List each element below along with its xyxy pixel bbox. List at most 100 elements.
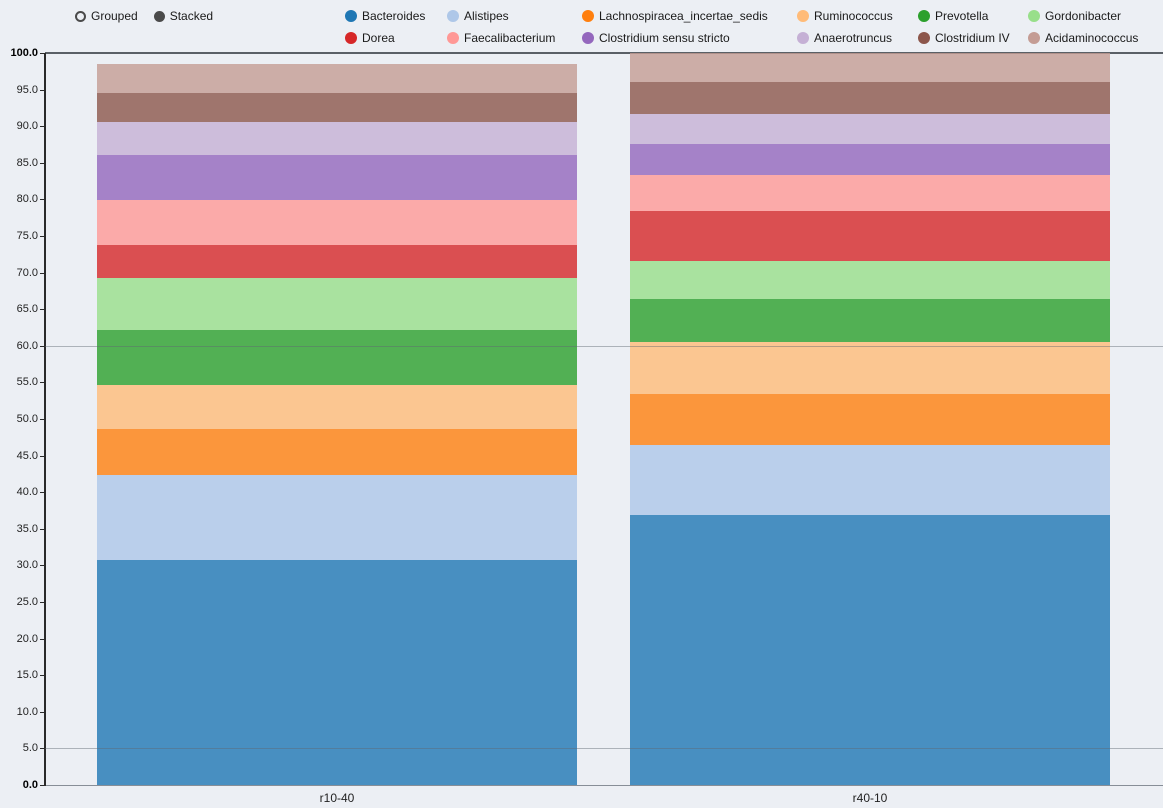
- bar-segment-ruminococcus-r40-10[interactable]: [630, 342, 1110, 395]
- bar-segment-alistipes-r10-40[interactable]: [97, 475, 577, 561]
- bar-mode-controls: Grouped Stacked: [75, 5, 345, 27]
- legend-item-acidaminococcus[interactable]: Acidaminococcus: [1028, 27, 1158, 49]
- legend-item-ruminococcus[interactable]: Ruminococcus: [797, 5, 918, 27]
- x-axis-category-label: r10-40: [319, 791, 355, 805]
- y-axis-tick-label: 50.0: [16, 413, 38, 425]
- legend-label: Dorea: [362, 31, 395, 45]
- y-axis-tick: [40, 199, 45, 201]
- y-axis-tick-label: 90.0: [16, 120, 38, 133]
- legend-label: Prevotella: [935, 9, 989, 23]
- y-axis-tick-label: 45.0: [16, 449, 38, 462]
- bar-segment-anaerotruncus-r40-10[interactable]: [630, 113, 1110, 144]
- bar-segment-ruminococcus-r10-40[interactable]: [97, 384, 577, 430]
- x-axis-category-label: r40-10: [852, 791, 888, 805]
- y-axis-tick: [40, 492, 45, 494]
- y-axis-tick: [40, 528, 45, 530]
- legend-item-faecalibacterium[interactable]: Faecalibacterium: [447, 27, 582, 49]
- legend-item-alistipes[interactable]: Alistipes: [447, 5, 582, 27]
- bar-segment-dorea-r10-40[interactable]: [97, 244, 577, 278]
- gridline-60: [45, 345, 1163, 347]
- legend-item-anaerotruncus[interactable]: Anaerotruncus: [797, 27, 918, 49]
- y-axis-tick-label: 35.0: [16, 522, 38, 535]
- y-axis-tick-label: 60.0: [16, 339, 38, 352]
- stacked-radio[interactable]: Stacked: [153, 9, 213, 23]
- bar-segment-alistipes-r40-10[interactable]: [630, 445, 1110, 515]
- y-axis-tick-label: 5.0: [22, 742, 38, 755]
- y-axis-tick: [40, 236, 45, 237]
- legend-label: Gordonibacter: [1045, 9, 1122, 23]
- y-axis-tick: [40, 89, 45, 91]
- y-axis-tick: [40, 748, 45, 750]
- legend-label: Bacteroides: [362, 9, 426, 23]
- y-axis-tick: [40, 162, 45, 164]
- bar-segment-clostridium-sensu-stricto-r40-10[interactable]: [630, 143, 1110, 175]
- legend-dot-acidaminococcus: [1028, 32, 1040, 44]
- legend-item-prevotella[interactable]: Prevotella: [918, 5, 1028, 27]
- legend-item-dorea[interactable]: Dorea: [345, 27, 447, 49]
- legend-dot-faecalibacterium: [447, 32, 459, 44]
- bar-segment-clostridium-sensu-stricto-r10-40[interactable]: [97, 154, 577, 201]
- bar-segment-anaerotruncus-r10-40[interactable]: [97, 121, 577, 155]
- y-axis-tick: [40, 638, 45, 640]
- legend-label: Lachnospiracea_incertae_sedis: [599, 9, 768, 23]
- legend-dot-lachnospiracea-incertae-sedis: [582, 10, 594, 22]
- y-axis-tick-label: 95.0: [16, 83, 38, 96]
- grouped-radio[interactable]: Grouped: [75, 9, 138, 23]
- y-axis-tick-label: 40.0: [16, 486, 38, 499]
- x-axis-line: [45, 785, 1163, 786]
- y-axis-tick-label: 85.0: [16, 156, 38, 169]
- legend-dot-ruminococcus: [797, 10, 809, 22]
- y-axis-tick-label: 75.0: [16, 230, 38, 242]
- radio-unselected-icon: [75, 10, 86, 22]
- y-axis-tick: [40, 419, 45, 420]
- bar-segment-gordonibacter-r40-10[interactable]: [630, 260, 1110, 299]
- bar-segment-prevotella-r40-10[interactable]: [630, 298, 1110, 343]
- y-axis-tick-label: 25.0: [16, 596, 38, 608]
- y-axis-tick: [40, 309, 45, 311]
- legend-item-clostridium-sensu-stricto[interactable]: Clostridium sensu stricto: [582, 27, 797, 49]
- bar-segment-prevotella-r10-40[interactable]: [97, 329, 577, 385]
- y-axis-line: [44, 53, 46, 786]
- y-axis-tick-label: 80.0: [16, 193, 38, 206]
- y-axis-tick: [40, 602, 45, 603]
- y-axis-tick: [40, 272, 45, 274]
- legend-item-clostridium-iv[interactable]: Clostridium IV: [918, 27, 1028, 49]
- grouped-radio-label: Grouped: [91, 9, 138, 23]
- legend-item-gordonibacter[interactable]: Gordonibacter: [1028, 5, 1158, 27]
- y-axis-tick-label: 30.0: [16, 559, 38, 572]
- y-axis-tick: [40, 53, 45, 54]
- legend-label: Ruminococcus: [814, 9, 893, 23]
- legend-dot-anaerotruncus: [797, 32, 809, 44]
- bar-segment-acidaminococcus-r10-40[interactable]: [97, 63, 577, 94]
- bar-segment-bacteroides-r10-40[interactable]: [97, 560, 577, 785]
- legend-item-bacteroides[interactable]: Bacteroides: [345, 5, 447, 27]
- y-axis-tick-label: 20.0: [16, 632, 38, 645]
- bar-segment-clostridium-iv-r40-10[interactable]: [630, 82, 1110, 114]
- y-axis-tick: [40, 382, 45, 384]
- bar-segment-faecalibacterium-r40-10[interactable]: [630, 174, 1110, 212]
- bar-segment-lachnospiracea-incertae-sedis-r10-40[interactable]: [97, 429, 577, 476]
- legend-label: Clostridium IV: [935, 31, 1010, 45]
- legend-dot-bacteroides: [345, 10, 357, 22]
- bar-segment-gordonibacter-r10-40[interactable]: [97, 277, 577, 330]
- bar-segment-faecalibacterium-r10-40[interactable]: [97, 200, 577, 245]
- bar-segment-lachnospiracea-incertae-sedis-r40-10[interactable]: [630, 394, 1110, 446]
- gridline-top: [45, 52, 1163, 54]
- legend-label: Anaerotruncus: [814, 31, 893, 45]
- bar-segment-acidaminococcus-r40-10[interactable]: [630, 53, 1110, 83]
- bar-segment-bacteroides-r40-10[interactable]: [630, 514, 1110, 785]
- legend-item-lachnospiracea-incertae-sedis[interactable]: Lachnospiracea_incertae_sedis: [582, 5, 797, 27]
- legend-dot-prevotella: [918, 10, 930, 22]
- y-axis-tick: [40, 785, 45, 786]
- bar-segment-dorea-r40-10[interactable]: [630, 211, 1110, 261]
- legend-label: Alistipes: [464, 9, 509, 23]
- bar-segment-clostridium-iv-r10-40[interactable]: [97, 93, 577, 122]
- legend-label: Acidaminococcus: [1045, 31, 1139, 45]
- y-axis-tick-label: 70.0: [16, 266, 38, 279]
- y-axis-tick: [40, 565, 45, 567]
- y-axis-tick: [40, 345, 45, 347]
- legend-dot-gordonibacter: [1028, 10, 1040, 22]
- legend-dot-dorea: [345, 32, 357, 44]
- legend-dot-alistipes: [447, 10, 459, 22]
